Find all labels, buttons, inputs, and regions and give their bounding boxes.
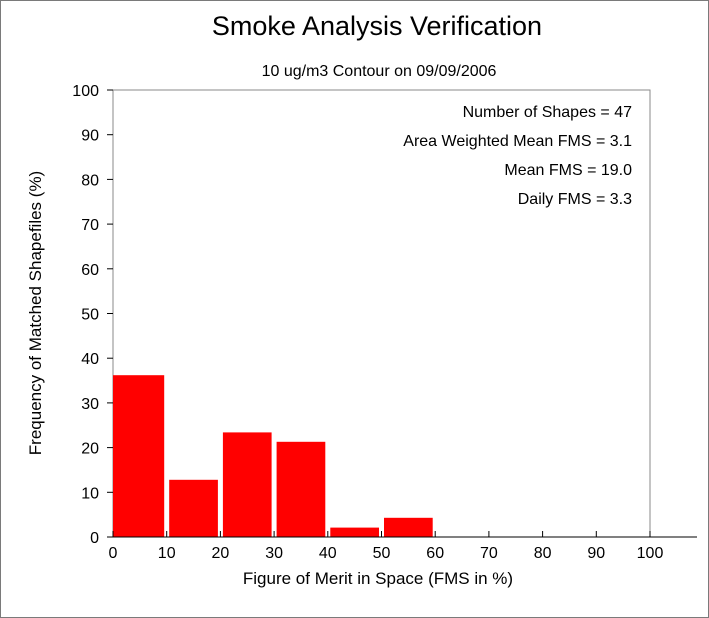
bars-group (113, 375, 433, 537)
x-axis-label: Figure of Merit in Space (FMS in %) (243, 569, 513, 588)
chart-subtitle: 10 ug/m3 Contour on 09/09/2006 (262, 63, 497, 80)
stat-annotation: Mean FMS = 19.0 (504, 162, 632, 179)
y-tick-label: 90 (81, 128, 99, 145)
x-tick-label: 90 (587, 545, 605, 562)
y-tick-label: 10 (81, 485, 99, 502)
y-tick-label: 20 (81, 441, 99, 458)
y-tick-label: 80 (81, 172, 99, 189)
y-tick-label: 60 (81, 262, 99, 279)
x-tick-label: 80 (534, 545, 552, 562)
stat-annotation: Area Weighted Mean FMS = 3.1 (403, 133, 632, 150)
chart-title: Smoke Analysis Verification (212, 11, 542, 41)
x-tick-label: 100 (637, 545, 664, 562)
x-tick-label: 0 (109, 545, 118, 562)
y-tick-label: 70 (81, 217, 99, 234)
x-tick-label: 60 (426, 545, 444, 562)
histogram-bar (330, 527, 379, 537)
x-tick-label: 10 (158, 545, 176, 562)
y-tick-label: 0 (90, 530, 99, 547)
stats-annotations: Number of Shapes = 47 Area Weighted Mean … (403, 104, 632, 208)
x-tick-group: 0 10 20 30 40 50 60 70 80 90 100 (109, 531, 664, 562)
histogram-bar (384, 517, 433, 537)
x-tick-label: 20 (212, 545, 230, 562)
y-axis-label: Frequency of Matched Shapefiles (%) (26, 171, 45, 455)
x-tick-label: 70 (480, 545, 498, 562)
plot-area (112, 89, 651, 538)
y-tick-label: 100 (72, 83, 99, 100)
stat-annotation: Number of Shapes = 47 (463, 104, 633, 121)
y-tick-label: 40 (81, 351, 99, 368)
histogram-bar (113, 375, 165, 537)
histogram-bar (169, 479, 218, 537)
y-tick-label: 30 (81, 396, 99, 413)
x-tick-label: 40 (319, 545, 337, 562)
x-tick-label: 50 (373, 545, 391, 562)
histogram-bar (222, 432, 272, 537)
stat-annotation: Daily FMS = 3.3 (518, 191, 632, 208)
x-tick-label: 30 (265, 545, 283, 562)
y-tick-label: 50 (81, 307, 99, 324)
y-tick-group: 0 10 20 30 40 50 60 70 80 90 100 (72, 83, 113, 547)
histogram-bar (276, 441, 326, 537)
